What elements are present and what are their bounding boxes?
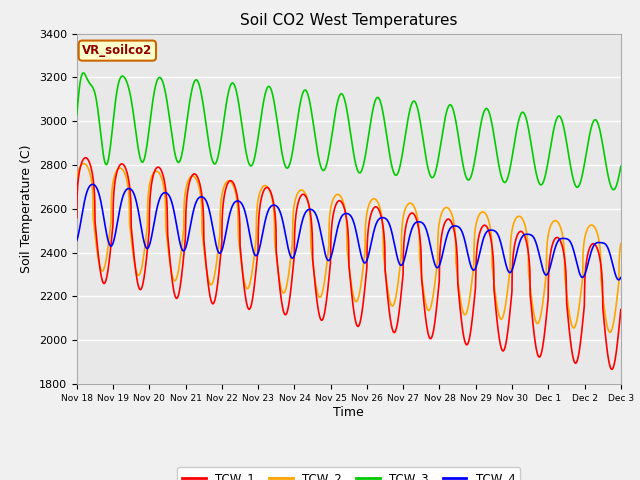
TCW_2: [502, 303, 509, 309]
TCW_1: [101, 280, 109, 286]
TCW_4: [601, 241, 609, 247]
TCW_3: [617, 163, 625, 169]
TCW_3: [73, 112, 81, 118]
TCW_2: [73, 175, 81, 180]
TCW_3: [610, 187, 618, 192]
TCW_2: [601, 311, 609, 317]
TCW_3: [323, 159, 331, 165]
TCW_1: [323, 292, 331, 298]
TCW_1: [617, 307, 625, 312]
TCW_2: [606, 329, 614, 335]
TCW_4: [602, 241, 609, 247]
TCW_4: [615, 277, 623, 283]
TCW_4: [89, 181, 97, 187]
TCW_1: [73, 215, 81, 220]
TCW_3: [601, 156, 609, 161]
TCW_2: [338, 195, 346, 201]
TCW_1: [502, 343, 509, 348]
TCW_4: [617, 275, 625, 280]
Line: TCW_1: TCW_1: [77, 158, 621, 369]
X-axis label: Time: Time: [333, 406, 364, 419]
TCW_4: [73, 238, 81, 243]
TCW_4: [101, 221, 109, 227]
Line: TCW_2: TCW_2: [77, 164, 621, 332]
TCW_1: [338, 199, 346, 205]
Y-axis label: Soil Temperature (C): Soil Temperature (C): [20, 144, 33, 273]
Line: TCW_3: TCW_3: [77, 73, 621, 190]
TCW_4: [338, 214, 346, 219]
Line: TCW_4: TCW_4: [77, 184, 621, 280]
TCW_2: [602, 313, 609, 319]
TCW_2: [323, 258, 331, 264]
TCW_2: [617, 240, 625, 246]
Text: VR_soilco2: VR_soilco2: [82, 44, 152, 57]
TCW_1: [602, 331, 609, 336]
TCW_1: [82, 155, 90, 161]
Legend: TCW_1, TCW_2, TCW_3, TCW_4: TCW_1, TCW_2, TCW_3, TCW_4: [177, 467, 520, 480]
TCW_2: [101, 263, 109, 269]
TCW_1: [601, 328, 609, 334]
TCW_3: [602, 157, 609, 163]
TCW_4: [323, 256, 331, 262]
TCW_1: [608, 366, 616, 372]
TCW_3: [79, 70, 87, 76]
Title: Soil CO2 West Temperatures: Soil CO2 West Temperatures: [240, 13, 458, 28]
TCW_3: [338, 91, 346, 96]
TCW_4: [502, 260, 509, 265]
TCW_3: [502, 180, 509, 185]
TCW_2: [80, 161, 88, 167]
TCW_3: [101, 159, 109, 165]
